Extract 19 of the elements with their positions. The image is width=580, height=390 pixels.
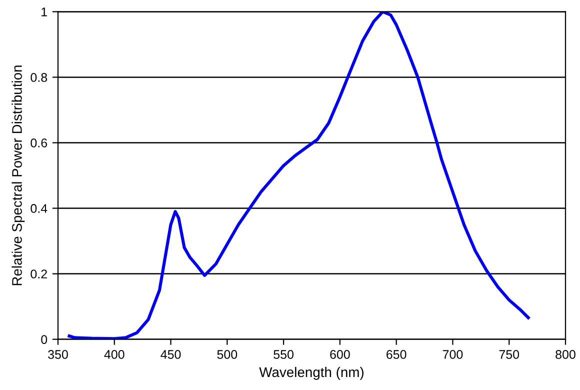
x-tick-label: 800 <box>556 350 576 359</box>
x-tick-label: 350 <box>48 350 68 359</box>
y-tick-label: 1 <box>42 8 47 16</box>
x-tick-label: 700 <box>442 350 463 359</box>
y-tick-label: 0 <box>41 335 48 344</box>
y-tick-label: 0.8 <box>30 73 48 82</box>
line-series <box>68 12 530 340</box>
y-tick-label: 0.6 <box>30 138 48 148</box>
x-tick-label: 600 <box>330 350 350 359</box>
x-tick-label: 500 <box>217 350 238 359</box>
x-axis-title: Wavelength (nm) <box>259 366 364 380</box>
x-tick-label: 650 <box>386 350 406 359</box>
y-axis-title: Relative Spectral Power Distribution <box>12 66 25 286</box>
y-tick-label: 0.4 <box>30 204 48 213</box>
x-tick-label: 550 <box>274 350 294 359</box>
y-tick-label: 0.2 <box>30 270 47 278</box>
x-tick-label: 400 <box>104 350 124 359</box>
x-tick-label: 750 <box>499 350 520 359</box>
x-tick-label: 450 <box>160 350 181 359</box>
